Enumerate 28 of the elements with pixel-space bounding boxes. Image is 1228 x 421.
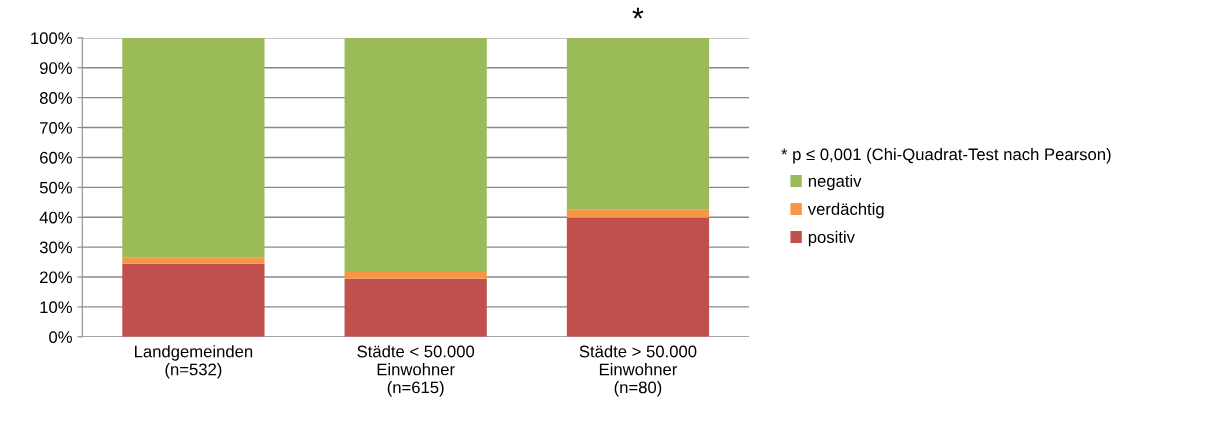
y-tick-label: 100% (31, 32, 72, 45)
legend-label: negativ (808, 174, 862, 191)
text: * p ≤ 0,001 (Chi-Quadrat-Test nach Pearson) (781, 148, 1111, 164)
bar (122, 37, 265, 258)
annotation: * (632, 7, 644, 19)
x-tick-label: Städte < 50.000 Einwohner (n=615) (357, 345, 475, 397)
y-tick-label: 70% (40, 121, 72, 134)
bar (566, 209, 710, 218)
y-tick-label: 30% (39, 241, 72, 254)
legend-label: verdächtig (807, 202, 884, 219)
y-tick-label: 90% (39, 62, 72, 74)
bar (344, 271, 487, 279)
y-tick-label: 50% (39, 181, 72, 194)
y-tick-label: 0% (49, 331, 72, 343)
y-tick-label: 10% (40, 301, 72, 314)
legend-label: positiv (808, 230, 855, 247)
x-tick-label: Landgemeinden (n=532) (135, 345, 253, 379)
y-tick-label: 20% (40, 271, 72, 284)
bar (344, 37, 487, 272)
bar (122, 263, 265, 337)
y-tick-label: 40% (39, 211, 72, 224)
bar (566, 37, 710, 210)
x-tick-label: Städte > 50.000 Einwohner (n=80) (579, 345, 697, 397)
bar (566, 217, 710, 337)
y-tick-label: 80% (39, 92, 72, 104)
y-tick-label: 60% (40, 151, 72, 164)
bar (122, 257, 265, 264)
bar (344, 278, 487, 337)
